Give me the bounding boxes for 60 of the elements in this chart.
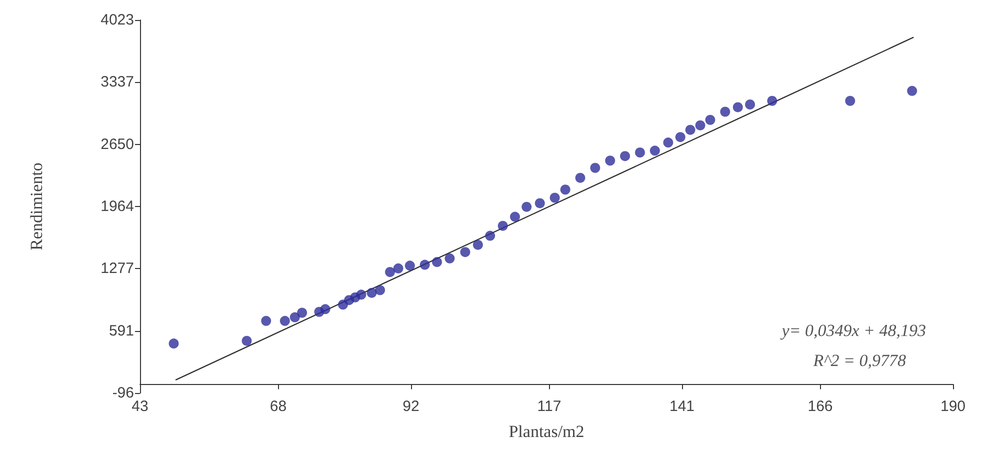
annotation: R^2 = 0,9778 <box>812 351 906 370</box>
point <box>522 202 532 212</box>
point <box>444 253 455 264</box>
point <box>650 146 660 156</box>
y-tick-label: 4023 <box>100 12 134 28</box>
x-tick-label: 141 <box>669 398 695 415</box>
point <box>845 96 856 106</box>
point <box>767 96 778 106</box>
point <box>261 316 272 326</box>
point <box>534 198 545 208</box>
point <box>510 212 520 222</box>
x-tick-label: 92 <box>402 398 420 415</box>
point <box>356 290 366 300</box>
point <box>720 106 730 117</box>
point <box>745 99 756 110</box>
annotation: y= 0,0349x + 48,193 <box>780 321 926 340</box>
y-tick-label: 591 <box>108 322 134 340</box>
point <box>634 147 645 158</box>
point <box>550 192 560 203</box>
x-tick-label: 117 <box>537 398 562 415</box>
point <box>685 124 696 135</box>
y-axis-title: Rendimiento <box>27 162 46 250</box>
point <box>404 260 415 271</box>
point <box>575 172 586 183</box>
point <box>280 316 290 326</box>
point <box>168 338 179 349</box>
point <box>907 86 918 96</box>
point <box>605 156 616 166</box>
x-tick-label: 68 <box>270 398 287 415</box>
point <box>393 263 404 274</box>
point <box>732 102 743 112</box>
x-tick-label: 190 <box>940 398 966 415</box>
point <box>620 151 630 162</box>
y-tick-label: 1964 <box>100 198 134 215</box>
x-axis-title: Plantas/m2 <box>508 422 584 441</box>
point <box>384 267 395 278</box>
point <box>420 260 430 270</box>
point <box>663 138 674 148</box>
point <box>290 312 300 322</box>
point <box>695 120 706 130</box>
point <box>498 220 508 231</box>
point <box>460 247 470 258</box>
point <box>320 304 330 314</box>
x-tick-label: 43 <box>132 398 148 415</box>
point <box>675 132 686 142</box>
y-tick-label: 2650 <box>100 136 134 153</box>
point <box>366 288 377 298</box>
x-tick-label: 166 <box>808 398 833 415</box>
point <box>590 162 600 173</box>
point <box>432 257 442 268</box>
point <box>375 285 386 296</box>
point <box>485 230 496 241</box>
point <box>472 240 483 250</box>
y-tick-label: 1277 <box>100 260 134 278</box>
y-tick-label: 3337 <box>100 74 134 91</box>
point <box>560 184 570 195</box>
point <box>242 336 252 346</box>
y-tick-label: -96 <box>112 384 134 402</box>
point <box>705 114 716 125</box>
point <box>297 308 308 318</box>
